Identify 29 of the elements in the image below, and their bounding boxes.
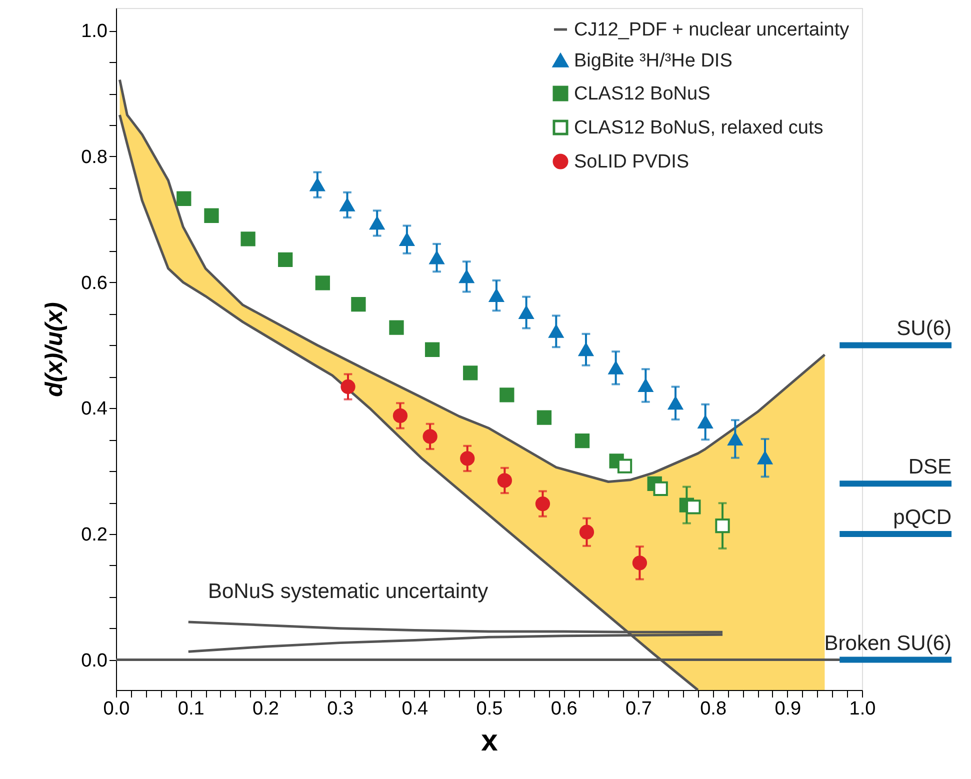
legend-label: CLAS12 BoNuS, relaxed cuts [574, 118, 824, 138]
x-tick-label: 1.0 [849, 698, 876, 720]
x-tick-label: 0.4 [402, 698, 429, 720]
x-tick-label: 0.2 [252, 698, 279, 720]
ref-line-label: Broken SU(6) [824, 632, 952, 655]
x-axis-title: x [481, 724, 498, 758]
y-tick-label: 0.4 [81, 398, 108, 420]
x-tick-label: 0.5 [476, 698, 503, 720]
legend-label: BigBite ³H/³He DIS [574, 50, 732, 72]
y-tick-label: 0.0 [81, 650, 108, 672]
x-tick-label: 0.8 [700, 698, 727, 720]
ref-line-label: pQCD [893, 506, 952, 529]
legend-label: CJ12_PDF + nuclear uncertainty [574, 20, 850, 40]
x-tick-label: 0.9 [774, 698, 802, 720]
ref-line-label: DSE [908, 456, 952, 479]
x-tick-label: 0.0 [103, 698, 130, 720]
ref-line-label: SU(6) [896, 317, 952, 340]
y-tick-label: 1.0 [81, 21, 108, 42]
legend-label: SoLID PVDIS [574, 152, 690, 172]
y-tick-label: 0.8 [81, 146, 108, 168]
y-tick-label: 0.6 [81, 272, 108, 294]
x-tick-label: 0.7 [625, 698, 652, 720]
y-tick-label: 0.2 [81, 524, 108, 546]
annotation: BoNuS systematic uncertainty [208, 580, 489, 603]
y-axis-title: d(x)/u(x) [41, 302, 68, 397]
x-tick-label: 0.3 [327, 698, 354, 720]
x-tick-label: 0.6 [550, 698, 578, 720]
legend-label: CLAS12 BoNuS [574, 84, 710, 104]
x-tick-label: 0.1 [178, 698, 204, 720]
